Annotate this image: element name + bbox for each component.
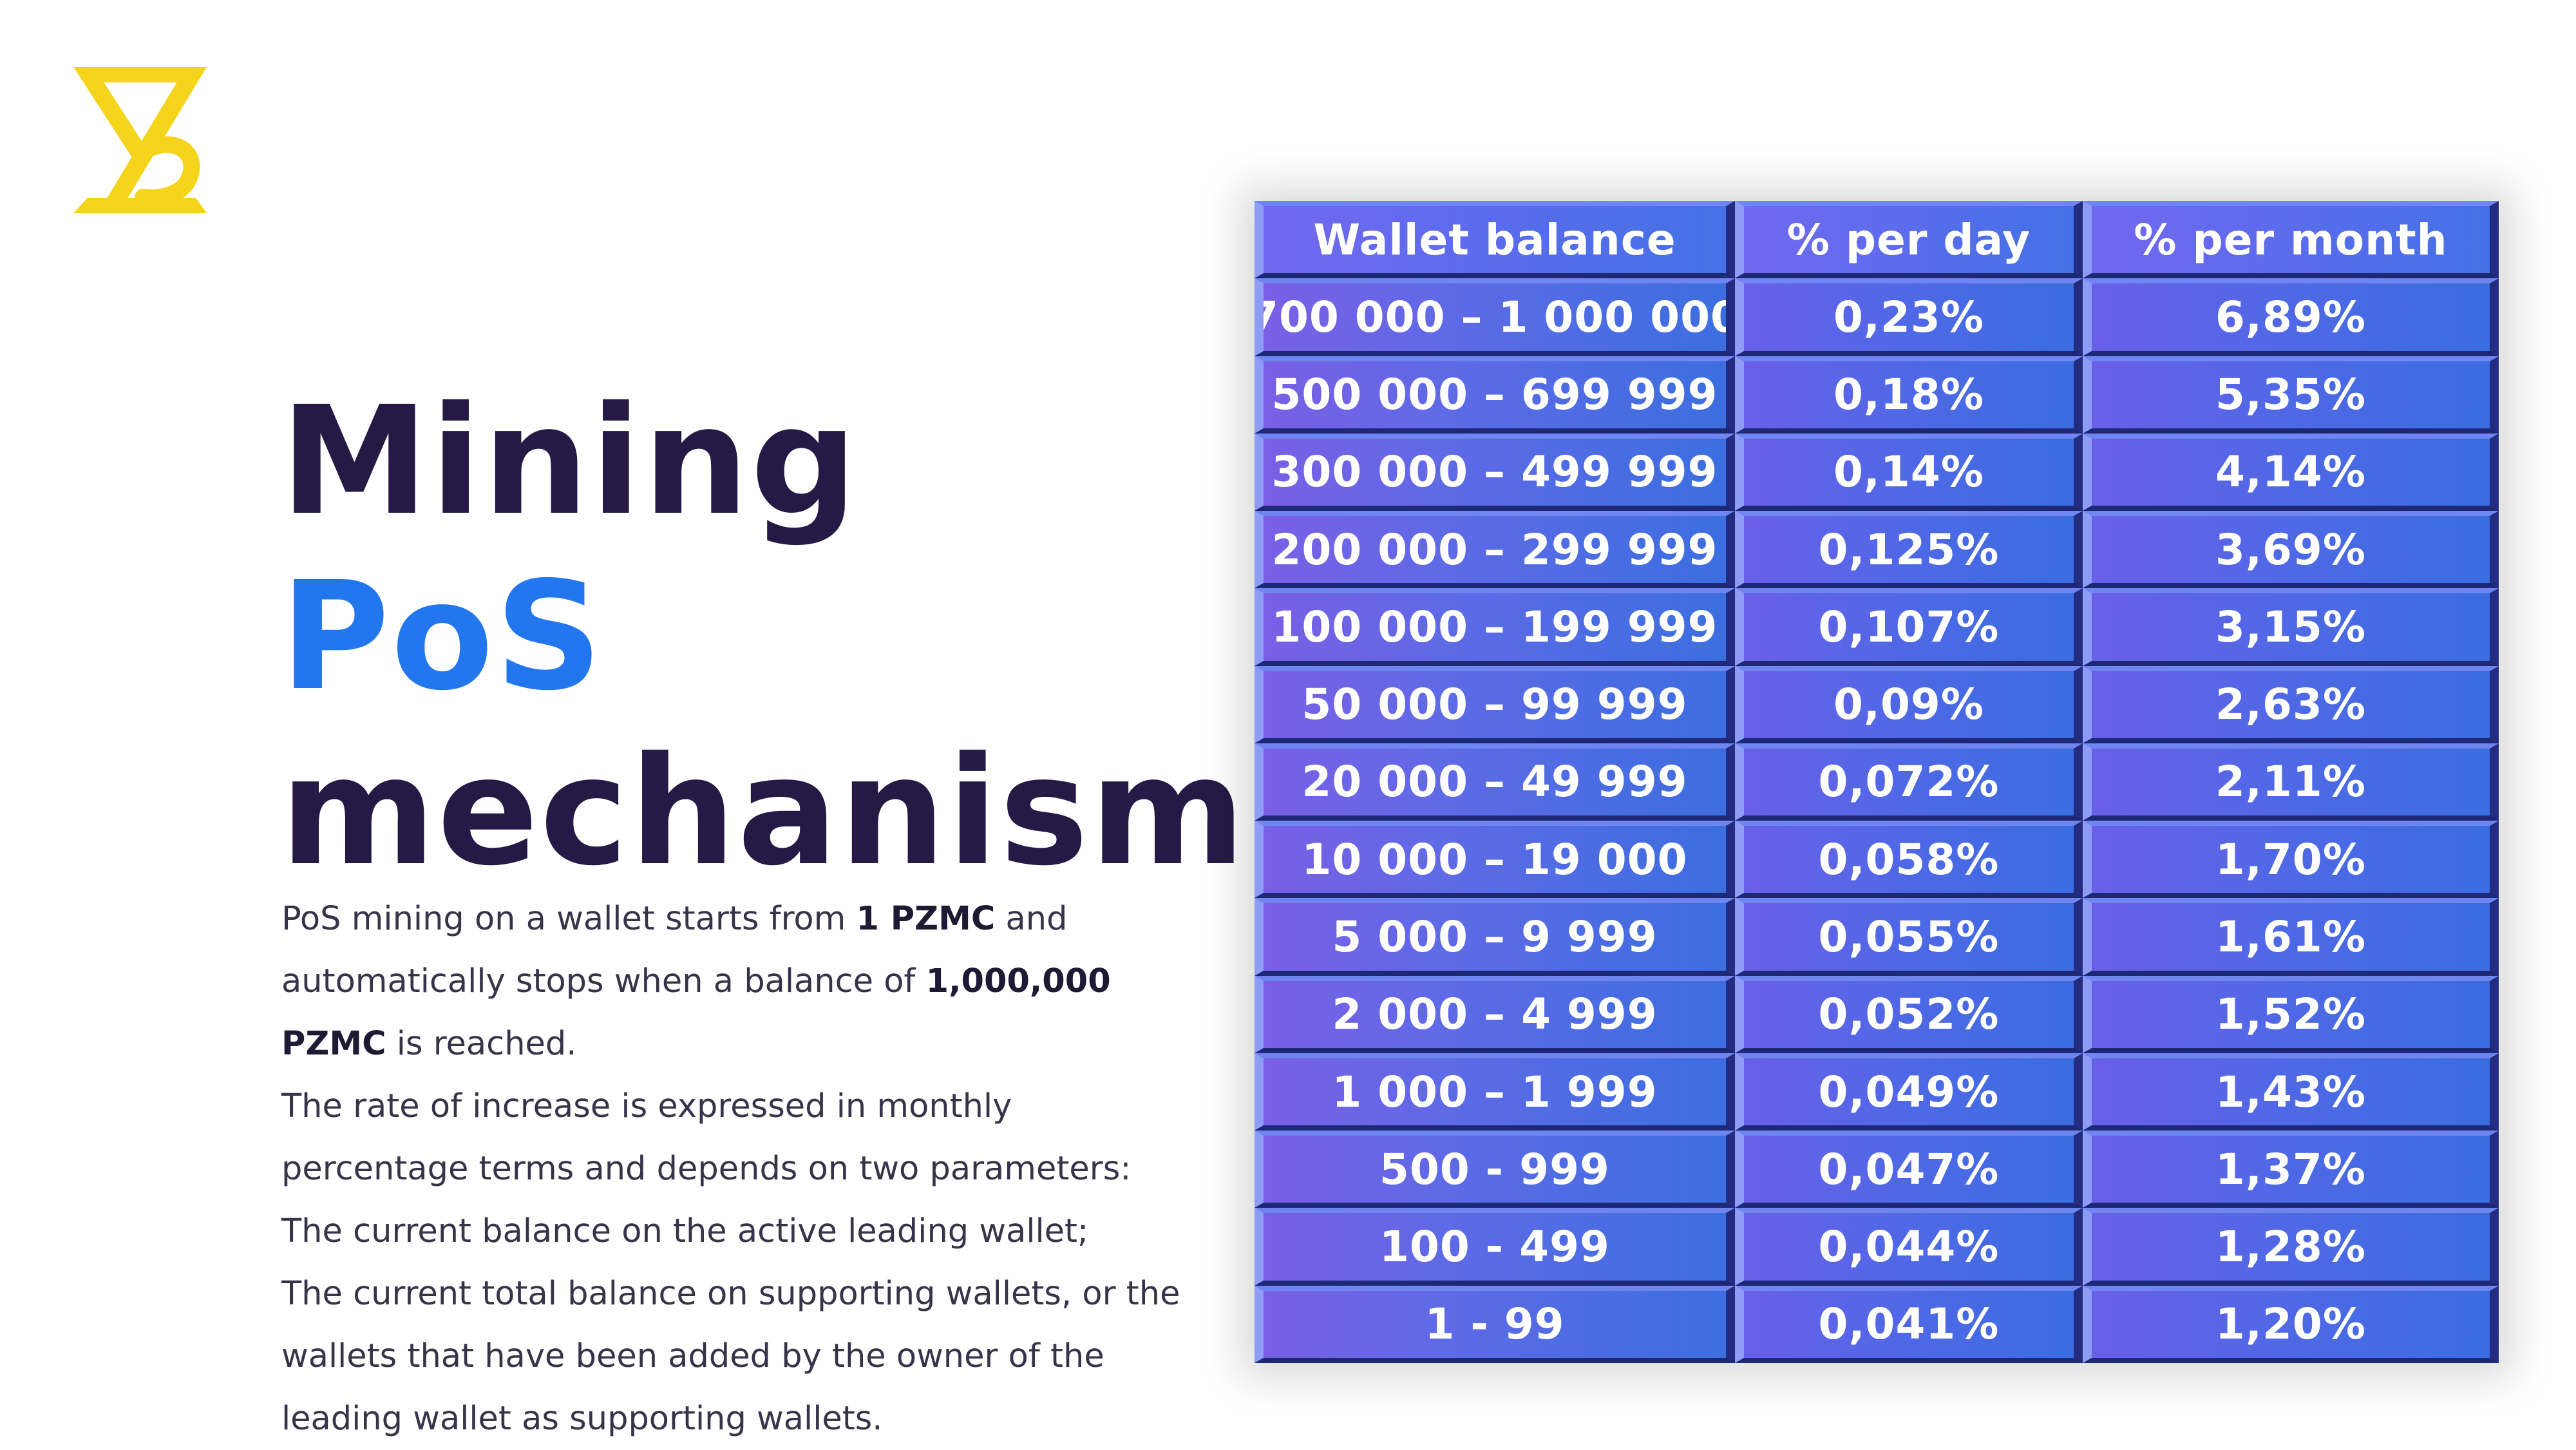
desc-bold-max: 1,000,000 PZMC [281, 962, 1111, 1063]
cell-percent-per-day: 0,041% [1735, 1285, 2083, 1363]
cell-percent-per-day: 0,23% [1735, 278, 2083, 356]
header-percent-per-day: % per day [1735, 201, 2083, 279]
description-paragraph-1: PoS mining on a wallet starts from 1 PZM… [281, 888, 1183, 1075]
cell-wallet-balance: 1 000 – 1 999 [1255, 1053, 1735, 1131]
cell-percent-per-day: 0,14% [1735, 433, 2083, 511]
desc-text: is reached. [386, 1025, 577, 1063]
cell-percent-per-day: 0,049% [1735, 1053, 2083, 1131]
cell-percent-per-month: 6,89% [2083, 278, 2499, 356]
desc-bold-min: 1 PZMC [856, 900, 996, 938]
cell-percent-per-month: 2,63% [2083, 665, 2499, 743]
cell-percent-per-month: 5,35% [2083, 356, 2499, 434]
desc-text: and automatically stops when a balance o… [281, 900, 1068, 1000]
table-grid: Wallet balance% per day% per month 700 00… [1255, 201, 2499, 1363]
cell-percent-per-day: 0,072% [1735, 743, 2083, 821]
cell-wallet-balance: 200 000 – 299 999 [1255, 511, 1735, 589]
cell-percent-per-day: 0,125% [1735, 511, 2083, 589]
title-line-pos: PoS [280, 549, 604, 723]
cell-wallet-balance: 100 - 499 [1255, 1208, 1735, 1286]
cell-percent-per-month: 1,52% [2083, 975, 2499, 1053]
description-paragraph-2: The rate of increase is expressed in mon… [281, 1087, 1132, 1188]
cell-percent-per-day: 0,044% [1735, 1208, 2083, 1286]
cell-wallet-balance: 500 - 999 [1255, 1130, 1735, 1208]
cell-percent-per-month: 3,69% [2083, 511, 2499, 589]
cell-percent-per-day: 0,058% [1735, 821, 2083, 899]
cell-wallet-balance: 10 000 – 19 000 [1255, 821, 1735, 899]
cell-wallet-balance: 5 000 – 9 999 [1255, 898, 1735, 976]
cell-percent-per-day: 0,09% [1735, 665, 2083, 743]
cell-percent-per-month: 1,37% [2083, 1130, 2499, 1208]
brand-logo-icon [73, 67, 207, 213]
mining-rate-table: Wallet balance% per day% per month 700 00… [1255, 201, 2499, 1363]
cell-percent-per-month: 3,15% [2083, 588, 2499, 666]
cell-wallet-balance: 500 000 – 699 999 [1255, 356, 1735, 434]
cell-percent-per-month: 1,28% [2083, 1208, 2499, 1286]
cell-percent-per-month: 1,70% [2083, 821, 2499, 899]
cell-wallet-balance: 20 000 – 49 999 [1255, 743, 1735, 821]
cell-percent-per-month: 1,61% [2083, 898, 2499, 976]
cell-percent-per-day: 0,052% [1735, 975, 2083, 1053]
cell-wallet-balance: 700 000 – 1 000 000 [1255, 278, 1735, 356]
page-title: Mining PoS mechanism [280, 374, 1247, 899]
cell-percent-per-day: 0,047% [1735, 1130, 2083, 1208]
cell-percent-per-month: 2,11% [2083, 743, 2499, 821]
cell-wallet-balance: 50 000 – 99 999 [1255, 665, 1735, 743]
cell-percent-per-day: 0,18% [1735, 356, 2083, 434]
description-paragraph-4: The current total balance on supporting … [281, 1275, 1180, 1438]
cell-percent-per-month: 1,20% [2083, 1285, 2499, 1363]
cell-wallet-balance: 2 000 – 4 999 [1255, 975, 1735, 1053]
cell-percent-per-month: 1,43% [2083, 1053, 2499, 1131]
title-line-mechanism: mechanism [280, 725, 1247, 899]
cell-wallet-balance: 1 - 99 [1255, 1285, 1735, 1363]
cell-percent-per-day: 0,055% [1735, 898, 2083, 976]
cell-percent-per-day: 0,107% [1735, 588, 2083, 666]
cell-wallet-balance: 300 000 – 499 999 [1255, 433, 1735, 511]
header-wallet-balance: Wallet balance [1255, 201, 1735, 279]
header-percent-per-month: % per month [2083, 201, 2499, 279]
description: PoS mining on a wallet starts from 1 PZM… [281, 888, 1183, 1450]
title-line-mining: Mining [280, 374, 859, 548]
description-paragraph-3: The current balance on the active leadin… [281, 1212, 1089, 1250]
cell-wallet-balance: 100 000 – 199 999 [1255, 588, 1735, 666]
cell-percent-per-month: 4,14% [2083, 433, 2499, 511]
desc-text: PoS mining on a wallet starts from [281, 900, 857, 938]
